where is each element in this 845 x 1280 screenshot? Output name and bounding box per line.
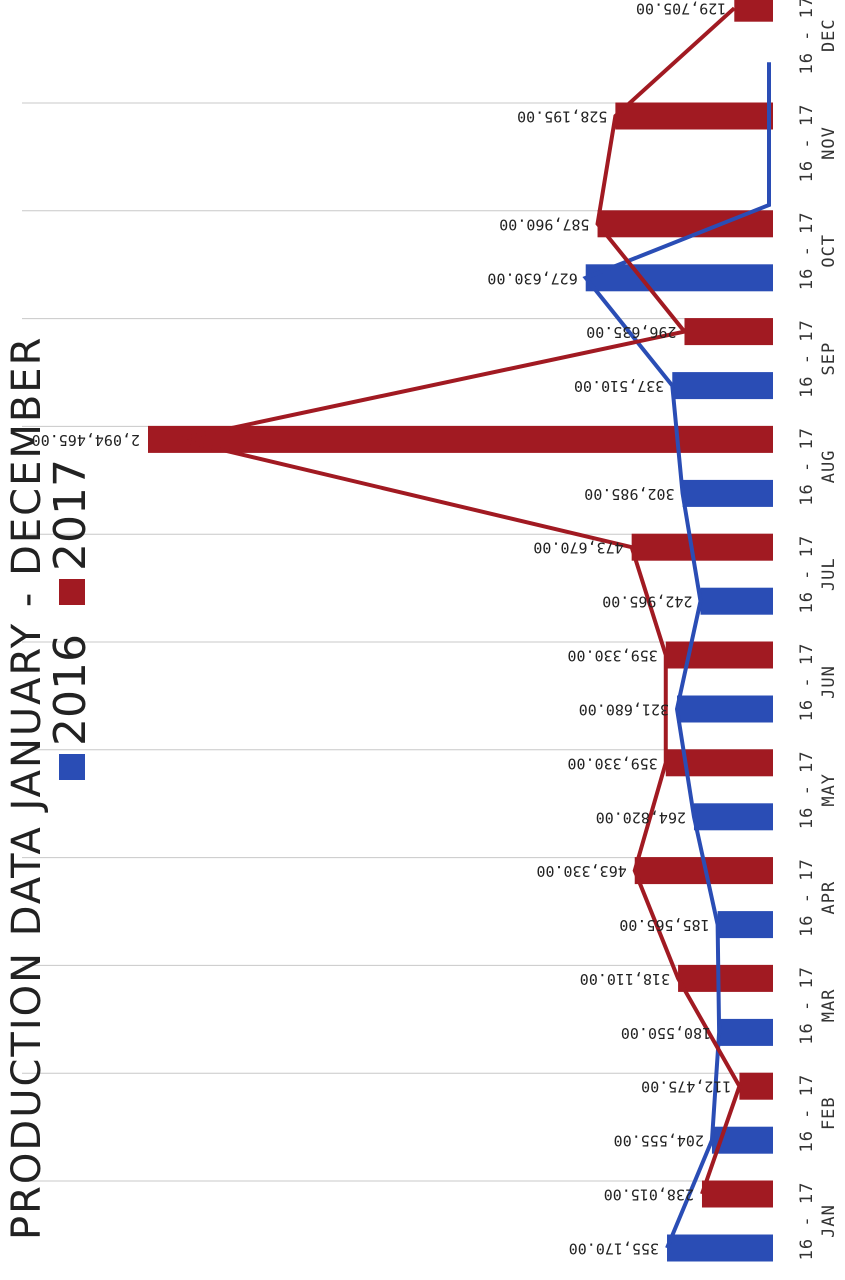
bar-2017-aug xyxy=(148,425,773,453)
grid-lines xyxy=(22,102,773,1182)
bar-2016-jun xyxy=(677,695,773,723)
bar-2017-may xyxy=(665,749,773,777)
category-label-mar: 16 - 17 MAR xyxy=(797,966,839,1045)
bar-2017-sep xyxy=(684,318,773,346)
category-label-jan: 16 - 17 JAN xyxy=(797,1182,839,1261)
category-prefix: 16 - 17 xyxy=(797,211,817,290)
trend-line-2017 xyxy=(177,6,742,1195)
chart-title: PRODUCTION DATA JANUARY - DECEMBER xyxy=(4,336,50,1240)
bar-2017-dec xyxy=(734,0,773,22)
bar-2016-sep xyxy=(672,372,773,400)
value-label-2016-sep: 337,510.00 xyxy=(574,377,664,395)
value-label-2017-dec: 129,705.00 xyxy=(636,0,726,18)
category-month: JUN xyxy=(819,665,839,699)
value-label-2016-aug: 302,985.00 xyxy=(584,485,674,503)
value-label-2017-nov: 528,195.00 xyxy=(517,108,607,126)
bar-2016-apr xyxy=(717,911,773,939)
category-prefix: 16 - 17 xyxy=(797,427,817,506)
category-prefix: 16 - 17 xyxy=(797,1182,817,1261)
category-month: MAR xyxy=(819,989,839,1023)
category-prefix: 16 - 17 xyxy=(797,858,817,937)
category-label-oct: 16 - 17 OCT xyxy=(797,211,839,290)
category-prefix: 16 - 17 xyxy=(797,535,817,614)
value-label-2017-feb: 112,475.00 xyxy=(641,1078,731,1096)
value-label-2017-oct: 587,960.00 xyxy=(499,215,589,233)
value-label-2017-apr: 463,330.00 xyxy=(536,862,626,880)
legend-swatch-2017 xyxy=(59,579,85,605)
category-month: JAN xyxy=(819,1204,839,1238)
bar-2016-oct xyxy=(585,264,773,292)
bar-2016-may xyxy=(693,803,773,831)
value-label-2017-aug: 2,094,465.00 xyxy=(32,431,140,449)
category-label-apr: 16 - 17 APR xyxy=(797,858,839,937)
category-prefix: 16 - 17 xyxy=(797,0,817,75)
category-label-nov: 16 - 17 NOV xyxy=(797,104,839,183)
category-prefix: 16 - 17 xyxy=(797,643,817,722)
category-label-aug: 16 - 17 AUG xyxy=(797,427,839,506)
value-label-2017-jun: 359,330.00 xyxy=(567,647,657,665)
trend-lines xyxy=(177,6,771,1249)
category-prefix: 16 - 17 xyxy=(797,1074,817,1153)
category-month: AUG xyxy=(819,450,839,484)
bar-2017-jul xyxy=(631,533,773,561)
legend-label-2016: 2016 xyxy=(45,634,96,746)
bar-2017-mar xyxy=(678,964,773,992)
value-label-2016-jul: 242,965.00 xyxy=(602,593,692,611)
category-month: OCT xyxy=(819,234,839,268)
value-label-2016-jun: 321,680.00 xyxy=(579,701,669,719)
category-label-feb: 16 - 17 FEB xyxy=(797,1074,839,1153)
value-label-2017-sep: 296,635.00 xyxy=(586,323,676,341)
legend: 2016 2017 xyxy=(45,459,96,780)
bars xyxy=(148,0,773,1262)
value-label-2016-feb: 204,555.00 xyxy=(614,1132,704,1150)
category-label-may: 16 - 17 MAY xyxy=(797,750,839,829)
category-prefix: 16 - 17 xyxy=(797,750,817,829)
category-label-sep: 16 - 17 SEP xyxy=(797,319,839,398)
bar-2016-aug xyxy=(682,479,773,507)
bar-2017-feb xyxy=(739,1072,773,1100)
value-label-2016-oct: 627,630.00 xyxy=(487,269,577,287)
chart-title-group: PRODUCTION DATA JANUARY - DECEMBER xyxy=(4,336,50,1240)
category-month: DEC xyxy=(819,18,839,52)
category-label-dec: 16 - 17 DEC xyxy=(797,0,839,75)
bar-2017-jan xyxy=(701,1180,773,1208)
value-label-2017-mar: 318,110.00 xyxy=(580,970,670,988)
category-month: SEP xyxy=(819,342,839,376)
bar-2017-jun xyxy=(665,641,773,669)
value-label-2016-mar: 180,550.00 xyxy=(621,1024,711,1042)
value-label-2016-apr: 185,565.00 xyxy=(619,916,709,934)
category-month: JUL xyxy=(819,557,839,591)
category-prefix: 16 - 17 xyxy=(797,104,817,183)
value-label-2017-jul: 473,670.00 xyxy=(533,539,623,557)
value-label-2016-jan: 355,170.00 xyxy=(569,1240,659,1258)
bar-2016-jan xyxy=(667,1234,773,1262)
value-label-2017-jan: 238,015.00 xyxy=(604,1186,694,1204)
value-label-2016-may: 264,820.00 xyxy=(596,808,686,826)
bar-2016-jul xyxy=(700,587,773,615)
category-month: APR xyxy=(819,881,839,915)
value-label-2017-may: 359,330.00 xyxy=(567,754,657,772)
category-label-jul: 16 - 17 JUL xyxy=(797,535,839,614)
category-prefix: 16 - 17 xyxy=(797,319,817,398)
legend-label-2017: 2017 xyxy=(45,459,96,571)
category-prefix: 16 - 17 xyxy=(797,966,817,1045)
legend-swatch-2016 xyxy=(59,754,85,780)
category-month: NOV xyxy=(819,126,839,160)
value-labels: 355,170.00 238,015.00 204,555.00 112,475.00… xyxy=(32,0,732,1258)
category-label-jun: 16 - 17 JUN xyxy=(797,643,839,722)
bar-2017-nov xyxy=(615,102,773,130)
category-month: MAY xyxy=(819,773,839,807)
category-month: FEB xyxy=(819,1096,839,1130)
bar-2016-mar xyxy=(719,1018,773,1046)
